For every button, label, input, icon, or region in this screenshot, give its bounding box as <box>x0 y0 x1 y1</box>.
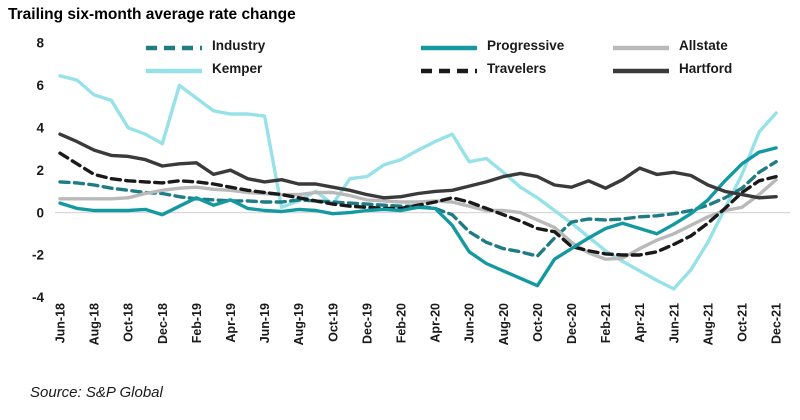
svg-text:Apr-19: Apr-19 <box>224 303 238 343</box>
legend-item-industry: Industry <box>145 37 266 53</box>
legend-item-travelers: Travelers <box>420 60 547 76</box>
legend-item-hartford: Hartford <box>612 60 733 76</box>
series-line-allstate <box>58 177 778 261</box>
svg-text:Jun-20: Jun-20 <box>463 303 477 343</box>
svg-text:Aug-18: Aug-18 <box>88 303 102 345</box>
svg-text:Oct-18: Oct-18 <box>122 303 136 342</box>
svg-text:2: 2 <box>36 163 44 178</box>
svg-text:Apr-21: Apr-21 <box>633 303 647 343</box>
legend-label: Industry <box>212 37 266 53</box>
legend-item-progressive: Progressive <box>420 37 565 53</box>
svg-text:Aug-20: Aug-20 <box>497 303 511 345</box>
svg-text:Oct-21: Oct-21 <box>736 303 750 342</box>
legend-swatch-progressive-icon <box>420 40 478 51</box>
svg-text:Oct-19: Oct-19 <box>326 303 340 342</box>
legend-label: Kemper <box>212 60 263 76</box>
svg-text:8: 8 <box>36 36 44 51</box>
legend-label: Hartford <box>679 60 733 76</box>
svg-text:Dec-19: Dec-19 <box>360 303 374 344</box>
series-line-travelers <box>58 151 778 257</box>
series-line-industry <box>58 159 778 258</box>
x-axis-labels: Jun-18 Aug-18 Oct-18 Dec-18 Feb-19 Apr-19 Jun-… <box>54 303 784 345</box>
svg-text:Feb-20: Feb-20 <box>395 303 409 343</box>
series-line-progressive <box>58 146 778 288</box>
svg-text:Dec-18: Dec-18 <box>156 303 170 344</box>
legend-item-kemper: Kemper <box>145 60 263 76</box>
legend-swatch-travelers-icon <box>420 63 478 74</box>
svg-text:Jun-19: Jun-19 <box>258 303 272 343</box>
legend-swatch-hartford-icon <box>612 63 670 74</box>
svg-text:4: 4 <box>36 121 44 136</box>
svg-text:Jun-21: Jun-21 <box>667 303 681 343</box>
svg-text:-2: -2 <box>32 248 44 263</box>
svg-text:Dec-21: Dec-21 <box>770 303 784 344</box>
svg-text:Aug-19: Aug-19 <box>292 303 306 345</box>
svg-text:6: 6 <box>36 78 44 93</box>
source-note: Source: S&P Global <box>30 384 163 401</box>
svg-text:Feb-19: Feb-19 <box>190 303 204 343</box>
legend-item-allstate: Allstate <box>612 37 728 53</box>
y-axis-labels: 8 6 4 2 0 -2 -4 <box>32 36 45 305</box>
legend-label: Progressive <box>487 37 565 53</box>
chart-title: Trailing six-month average rate change <box>8 6 296 23</box>
svg-text:Apr-20: Apr-20 <box>429 303 443 343</box>
series-line-hartford <box>58 132 778 200</box>
svg-text:Jun-18: Jun-18 <box>54 303 68 343</box>
legend-label: Allstate <box>679 37 728 53</box>
svg-text:Feb-21: Feb-21 <box>599 303 613 343</box>
legend-swatch-allstate-icon <box>612 40 670 51</box>
svg-text:Aug-21: Aug-21 <box>701 303 715 345</box>
svg-text:Oct-20: Oct-20 <box>531 303 545 342</box>
svg-text:Dec-20: Dec-20 <box>565 303 579 344</box>
svg-text:-4: -4 <box>32 290 44 305</box>
svg-text:0: 0 <box>36 205 44 220</box>
series-line-kemper <box>58 74 778 291</box>
legend-label: Travelers <box>487 60 547 76</box>
legend-swatch-kemper-icon <box>145 63 203 74</box>
legend-swatch-industry-icon <box>145 40 203 51</box>
